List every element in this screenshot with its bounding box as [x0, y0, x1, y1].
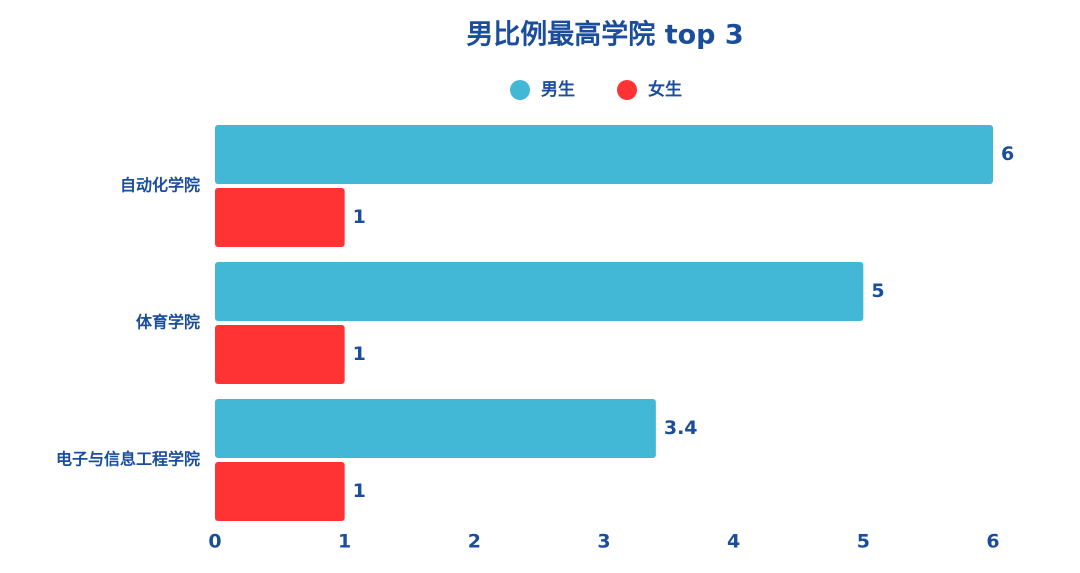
- x-tick-label: 6: [986, 531, 999, 553]
- bar: [215, 462, 345, 521]
- x-tick-label: 1: [338, 531, 351, 553]
- bar: [215, 125, 993, 184]
- x-tick-label: 3: [597, 531, 610, 553]
- x-tick-label: 2: [468, 531, 481, 553]
- legend-marker: [510, 80, 530, 100]
- x-tick-label: 5: [857, 531, 870, 553]
- y-tick-label: 自动化学院: [120, 176, 200, 195]
- x-tick-label: 4: [727, 531, 740, 553]
- y-tick-label: 体育学院: [136, 313, 200, 332]
- chart-title: 男比例最高学院 top 3: [466, 19, 743, 51]
- data-label: 3.4: [664, 417, 698, 439]
- x-tick-label: 0: [208, 531, 221, 553]
- data-label: 1: [353, 343, 366, 365]
- bar: [215, 188, 345, 247]
- data-label: 1: [353, 480, 366, 502]
- legend-label: 男生: [541, 79, 575, 100]
- bar: [215, 262, 864, 321]
- y-tick-label: 电子与信息工程学院: [56, 450, 200, 469]
- data-label: 1: [353, 206, 366, 228]
- legend-marker: [617, 80, 637, 100]
- data-label: 6: [1001, 143, 1014, 165]
- bar: [215, 399, 656, 458]
- bar: [215, 325, 345, 384]
- legend-label: 女生: [648, 79, 682, 100]
- data-label: 5: [871, 280, 884, 302]
